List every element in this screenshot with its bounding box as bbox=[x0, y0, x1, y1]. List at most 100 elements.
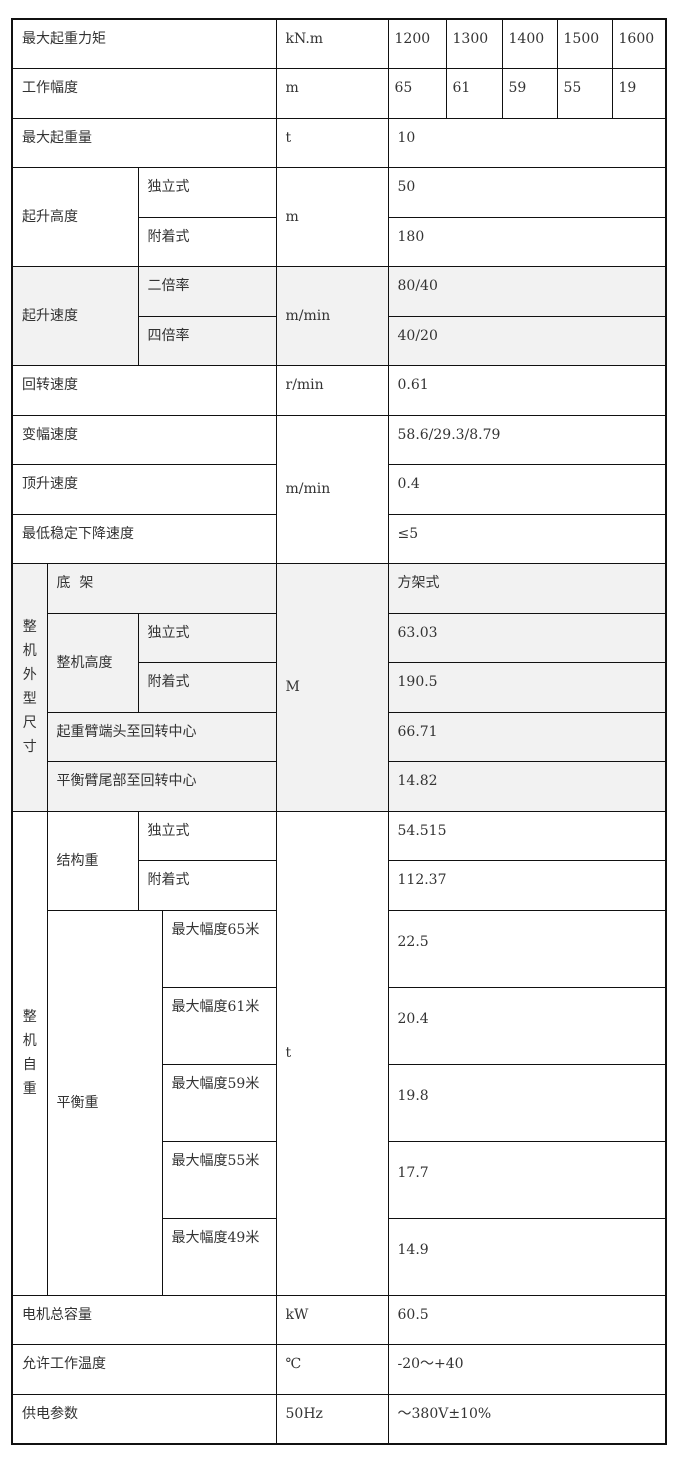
value: 61 bbox=[445, 68, 503, 119]
sub-label: 最大幅度49米 bbox=[161, 1217, 277, 1296]
value: ～380V±10% bbox=[387, 1393, 667, 1444]
value: 50 bbox=[387, 167, 667, 218]
value: 19 bbox=[611, 68, 667, 119]
sub-label: 四倍率 bbox=[137, 315, 277, 366]
unit: ℃ bbox=[275, 1344, 389, 1395]
value: 40/20 bbox=[387, 315, 667, 366]
row-jib-end: 起重臂端头至回转中心 66.71 bbox=[12, 711, 667, 762]
label: 供电参数 bbox=[11, 1393, 277, 1444]
value: 1200 bbox=[387, 18, 447, 69]
label: 回转速度 bbox=[11, 365, 277, 416]
row-jacking-speed: 顶升速度 0.4 bbox=[11, 464, 667, 515]
unit: m/min bbox=[275, 266, 389, 366]
value: 66.71 bbox=[387, 711, 667, 762]
sub-label: 最大幅度59米 bbox=[161, 1063, 277, 1142]
value: 63.03 bbox=[387, 612, 667, 663]
label: 最大起重力矩 bbox=[11, 18, 277, 69]
label: 工作幅度 bbox=[11, 68, 277, 119]
label: 起重臂端头至回转中心 bbox=[46, 711, 277, 762]
value: 14.82 bbox=[387, 761, 667, 812]
sub-label: 最大幅度61米 bbox=[161, 986, 277, 1065]
label: 变幅速度 bbox=[11, 414, 277, 465]
label: 允许工作温度 bbox=[11, 1344, 277, 1395]
sub-label: 附着式 bbox=[137, 662, 277, 713]
label: 结构重 bbox=[46, 810, 139, 911]
value: 190.5 bbox=[387, 662, 667, 713]
value: 14.9 bbox=[387, 1217, 667, 1296]
label: 电机总容量 bbox=[11, 1294, 277, 1345]
row-height-attached: 附着式 190.5 bbox=[12, 662, 667, 713]
row-work-temp: 允许工作温度 ℃ -20～+40 bbox=[11, 1344, 667, 1395]
sub-label: 独立式 bbox=[137, 167, 277, 218]
value: 58.6/29.3/8.79 bbox=[387, 414, 667, 465]
value: 1600 bbox=[611, 18, 667, 69]
unit: t bbox=[275, 117, 389, 168]
unit: M bbox=[275, 563, 389, 812]
unit: t bbox=[275, 810, 389, 1296]
value: -20～+40 bbox=[387, 1344, 667, 1395]
value: 1500 bbox=[556, 18, 613, 69]
row-working-radius: 工作幅度 m 65 61 59 55 19 bbox=[11, 68, 667, 119]
row-slew-speed: 回转速度 r/min 0.61 bbox=[11, 365, 667, 416]
row-lift-height-2: 附着式 180 bbox=[12, 216, 667, 267]
row-min-descent: 最低稳定下降速度 ≤5 bbox=[11, 513, 667, 564]
value: 22.5 bbox=[387, 909, 667, 988]
unit: r/min bbox=[275, 365, 389, 416]
unit: m bbox=[275, 68, 389, 119]
label: 顶升速度 bbox=[11, 464, 277, 515]
value: 60.5 bbox=[387, 1294, 667, 1345]
label: 最大起重量 bbox=[11, 117, 277, 168]
value: 方架式 bbox=[387, 563, 667, 614]
value: 0.4 bbox=[387, 464, 667, 515]
label: 起升高度 bbox=[11, 167, 139, 267]
group-label-text: 整机自重 bbox=[22, 1009, 37, 1097]
label: 整机高度 bbox=[46, 612, 139, 713]
unit: 50Hz bbox=[275, 1393, 389, 1444]
row-max-moment: 最大起重力矩 kN.m 1200 1300 1400 1500 1600 bbox=[11, 18, 667, 69]
value: 0.61 bbox=[387, 365, 667, 416]
sub-label: 独立式 bbox=[137, 810, 277, 861]
value: 10 bbox=[387, 117, 667, 168]
row-counter-jib-tail: 平衡臂尾部至回转中心 14.82 bbox=[12, 761, 667, 812]
sub-label: 附着式 bbox=[137, 860, 277, 911]
unit: kN.m bbox=[275, 18, 389, 69]
row-chassis: 整机外型尺寸 底 架 M 方架式 bbox=[11, 563, 667, 812]
unit: kW bbox=[275, 1294, 389, 1345]
label: 平衡臂尾部至回转中心 bbox=[46, 761, 277, 812]
value: 65 bbox=[387, 68, 447, 119]
value: 17.7 bbox=[387, 1140, 667, 1219]
value: 112.37 bbox=[387, 860, 667, 911]
row-counterweight-65: 平衡重 最大幅度65米 22.5 bbox=[12, 909, 667, 1296]
row-lift-speed: 起升速度 二倍率 m/min 80/40 bbox=[11, 266, 667, 366]
value: 1400 bbox=[501, 18, 558, 69]
group-label-dimensions: 整机外型尺寸 bbox=[11, 563, 48, 812]
row-counterweight-61: 最大幅度61米 20.4 bbox=[12, 986, 667, 1065]
unit: m bbox=[275, 167, 389, 267]
value: 55 bbox=[556, 68, 613, 119]
row-power-supply: 供电参数 50Hz ～380V±10% bbox=[11, 1393, 667, 1444]
sub-label: 独立式 bbox=[137, 612, 277, 663]
unit: m/min bbox=[275, 414, 389, 564]
row-height-standalone: 整机高度 独立式 63.03 bbox=[12, 612, 667, 713]
value: 20.4 bbox=[387, 986, 667, 1065]
group-label-self-weight: 整机自重 bbox=[11, 810, 48, 1296]
label: 起升速度 bbox=[11, 266, 139, 366]
sub-label: 最大幅度55米 bbox=[161, 1140, 277, 1219]
group-label-text: 整机外型尺寸 bbox=[22, 619, 37, 756]
label: 底 架 bbox=[46, 563, 277, 614]
value: 1300 bbox=[445, 18, 503, 69]
value: ≤5 bbox=[387, 513, 667, 564]
row-structure-attached: 附着式 112.37 bbox=[12, 860, 667, 911]
row-lift-speed-2: 四倍率 40/20 bbox=[12, 315, 667, 366]
value: 19.8 bbox=[387, 1063, 667, 1142]
row-structure-standalone: 整机自重 结构重 独立式 t 54.515 bbox=[11, 810, 667, 1296]
row-luffing-speed: 变幅速度 m/min 58.6/29.3/8.79 bbox=[11, 414, 667, 564]
sub-label: 二倍率 bbox=[137, 266, 277, 317]
value: 54.515 bbox=[387, 810, 667, 861]
label: 最低稳定下降速度 bbox=[11, 513, 277, 564]
label: 平衡重 bbox=[46, 909, 163, 1296]
value: 180 bbox=[387, 216, 667, 267]
row-counterweight-49: 最大幅度49米 14.9 bbox=[12, 1217, 667, 1296]
crane-spec-table: 最大起重力矩 kN.m 1200 1300 1400 1500 1600 工作幅… bbox=[11, 18, 667, 1445]
row-max-load: 最大起重量 t 10 bbox=[11, 117, 667, 168]
